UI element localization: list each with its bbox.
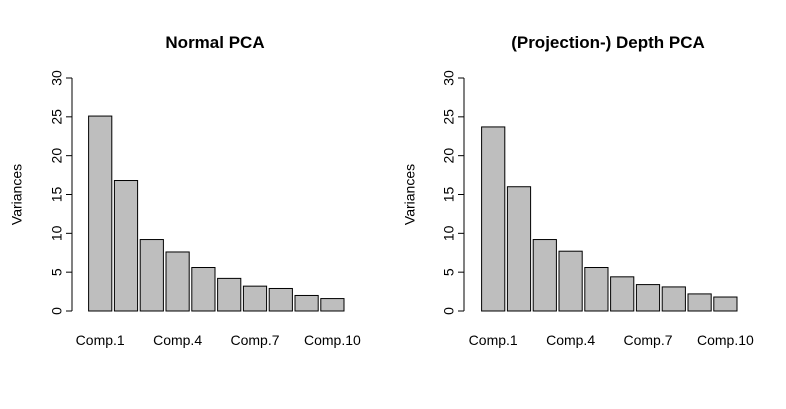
bar (713, 296, 738, 312)
bars (481, 126, 738, 312)
bar (584, 267, 609, 312)
bar (139, 239, 164, 312)
bar (88, 115, 113, 312)
chart-title: (Projection-) Depth PCA (511, 33, 705, 52)
x-axis-labels: Comp.1 Comp.4 Comp.7 Comp.10 (469, 332, 754, 348)
x-tick-label: Comp.4 (153, 332, 202, 348)
y-tick-label: 10 (441, 225, 457, 241)
bar (506, 186, 532, 312)
y-axis: 0 5 10 15 20 25 30 (49, 70, 73, 315)
y-axis-label: Variances (9, 164, 25, 225)
x-axis-labels: Comp.1 Comp.4 Comp.7 Comp.10 (76, 332, 361, 348)
bar (191, 267, 216, 312)
y-tick-label: 20 (49, 148, 65, 164)
bar (113, 180, 139, 312)
bar (165, 251, 190, 312)
bar (558, 250, 583, 312)
y-tick-label: 15 (49, 187, 65, 203)
bars (88, 115, 345, 312)
y-axis: 0 5 10 15 20 25 30 (441, 70, 465, 315)
x-tick-label: Comp.10 (304, 332, 361, 348)
x-tick-label: Comp.7 (230, 332, 279, 348)
bar (217, 277, 242, 312)
x-tick-label: Comp.4 (546, 332, 595, 348)
bar (242, 285, 268, 312)
y-tick-label: 5 (49, 268, 65, 276)
bar (481, 126, 506, 312)
y-tick-label: 30 (49, 70, 65, 86)
y-tick-label: 20 (441, 148, 457, 164)
chart-panel-normal-pca: Normal PCA Variances 0 5 10 15 20 25 30 Comp.1… (9, 33, 361, 348)
x-tick-label: Comp.1 (469, 332, 518, 348)
x-tick-label: Comp.1 (76, 332, 125, 348)
y-axis-label: Variances (402, 164, 418, 225)
y-tick-label: 5 (441, 268, 457, 276)
y-tick-label: 25 (49, 109, 65, 125)
bar (610, 276, 635, 312)
chart-panel-depth-pca: (Projection-) Depth PCA Variances 0 5 10 15… (402, 33, 754, 348)
bar (635, 284, 661, 312)
y-tick-label: 0 (441, 307, 457, 315)
y-tick-label: 0 (49, 307, 65, 315)
x-tick-label: Comp.10 (697, 332, 754, 348)
chart-title: Normal PCA (165, 33, 264, 52)
x-tick-label: Comp.7 (623, 332, 672, 348)
bar (661, 286, 686, 312)
y-tick-label: 15 (441, 187, 457, 203)
y-tick-label: 25 (441, 109, 457, 125)
bar (294, 294, 319, 312)
bar (268, 287, 293, 312)
bar (320, 298, 345, 312)
y-tick-label: 30 (441, 70, 457, 86)
bar (532, 239, 557, 312)
y-tick-label: 10 (49, 225, 65, 241)
bar (687, 293, 712, 312)
